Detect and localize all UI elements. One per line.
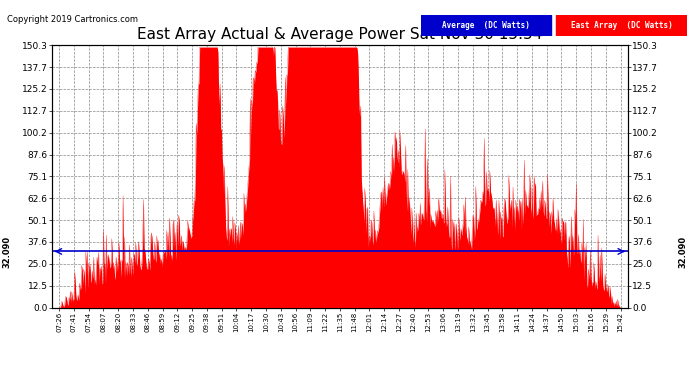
Bar <box>556 15 687 36</box>
Text: Average  (DC Watts): Average (DC Watts) <box>442 21 530 30</box>
Text: 32.090: 32.090 <box>2 236 12 267</box>
Text: East Array  (DC Watts): East Array (DC Watts) <box>571 21 672 30</box>
Title: East Array Actual & Average Power Sat Nov 30 15:54: East Array Actual & Average Power Sat No… <box>137 27 542 42</box>
Text: 32.090: 32.090 <box>678 236 688 267</box>
Bar <box>421 15 551 36</box>
Text: Copyright 2019 Cartronics.com: Copyright 2019 Cartronics.com <box>7 15 138 24</box>
